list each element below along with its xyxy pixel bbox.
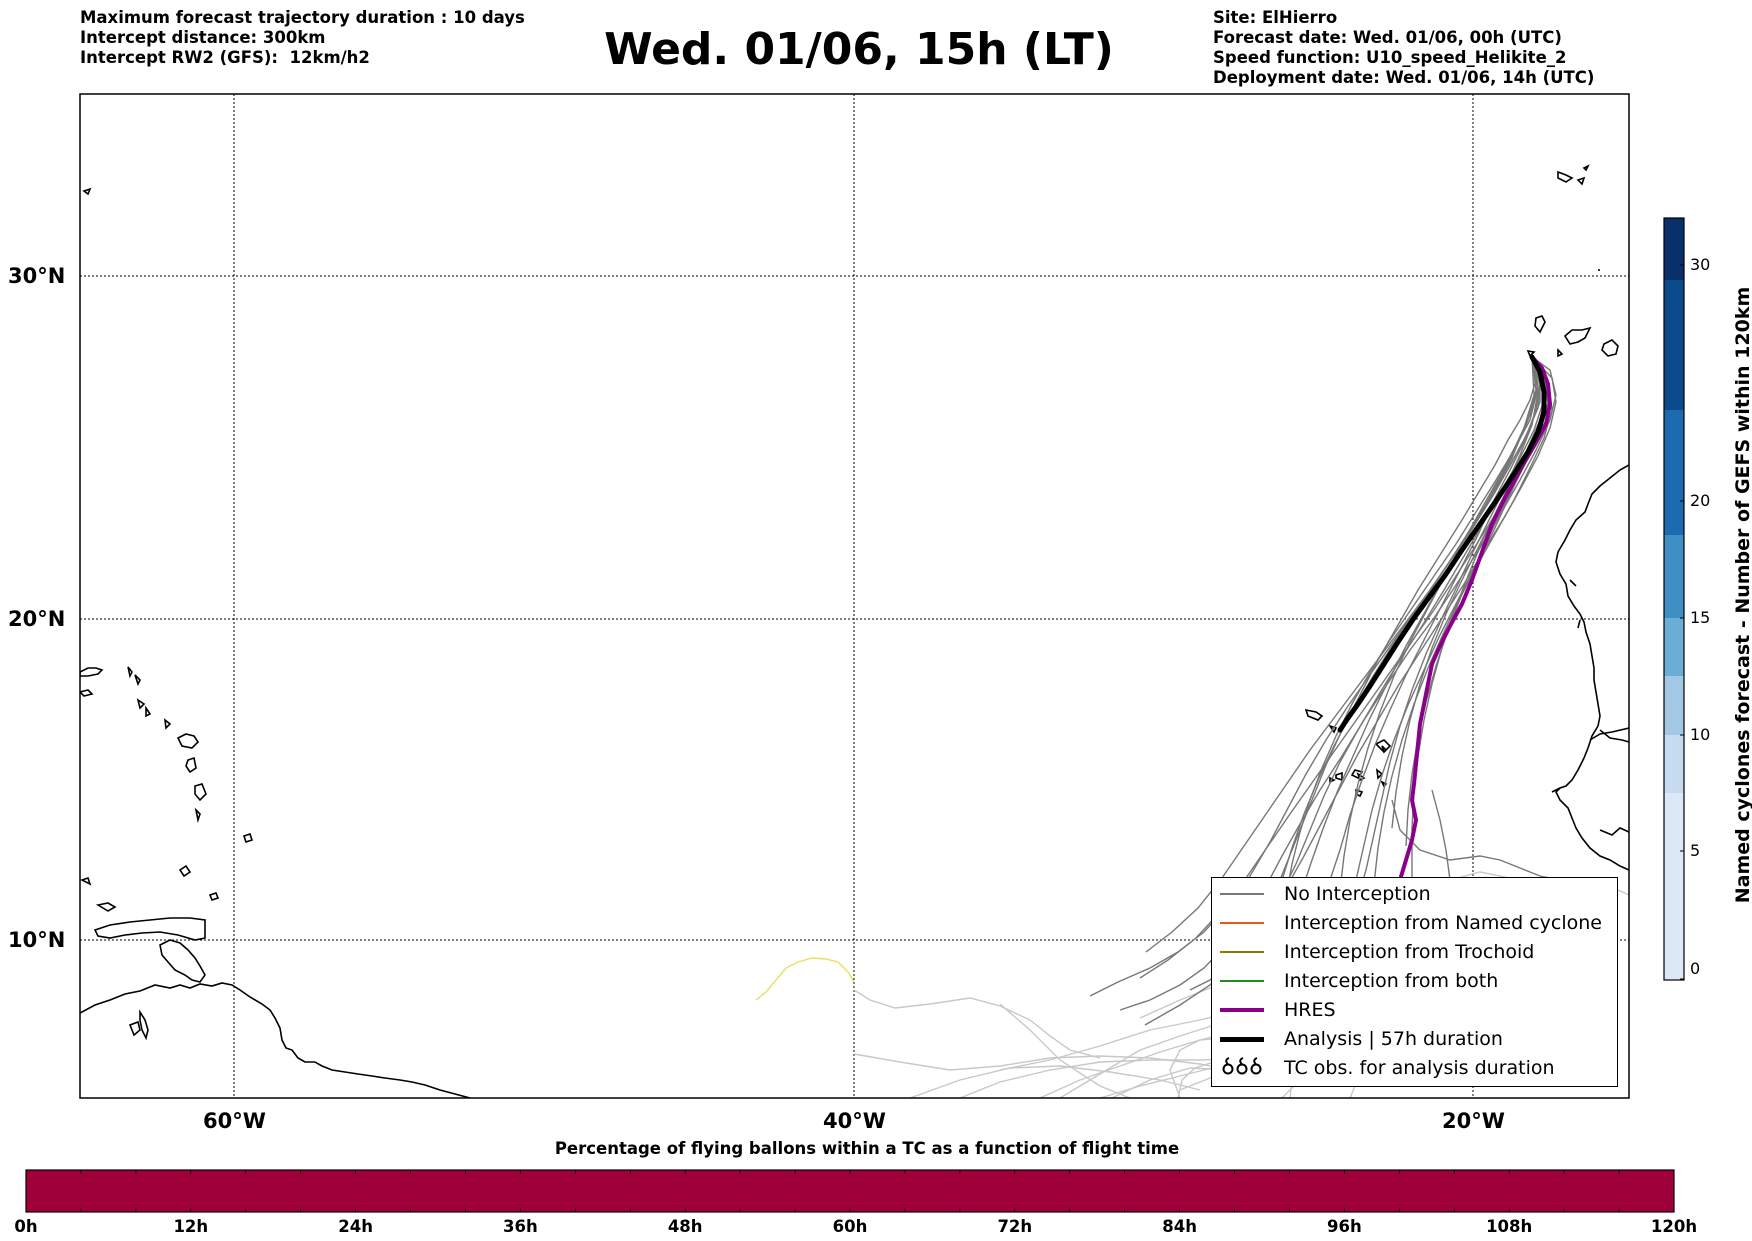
colorbar-band-3 [1664, 618, 1684, 676]
legend-label: TC obs. for analysis duration [1284, 1057, 1555, 1079]
legend-label: Interception from Named cyclone [1284, 912, 1602, 934]
colorbar-label: Named cyclones forecast - Number of GEFS… [1732, 286, 1752, 904]
venezuela-gulf [93, 917, 206, 941]
legend-label: HRES [1284, 999, 1336, 1021]
colorbar-tick-15: 15 [1690, 608, 1711, 627]
legend-item-named-cyclone: Interception from Named cyclone [1220, 910, 1602, 936]
yellow-track [755, 957, 855, 1001]
legend-item-no-interception: No Interception [1220, 881, 1431, 907]
flight-time-tick-label: 48h [667, 1217, 703, 1236]
lat-label-20n: 20°N [8, 607, 66, 631]
colorbar-band-1 [1664, 735, 1684, 793]
legend-item-analysis: Analysis | 57h duration [1220, 1026, 1503, 1052]
coastlines [80, 164, 1629, 1098]
legend-swatch [1220, 997, 1264, 1023]
hres-trajectory [1394, 355, 1552, 941]
flight-time-tick-label: 60h [832, 1217, 868, 1236]
colorbar-tick-10: 10 [1690, 725, 1711, 744]
analysis-trajectory [1337, 354, 1547, 733]
lon-label-20w: 20°W [1442, 1109, 1505, 1133]
flight-time-colorbar-fill [25, 1169, 1675, 1213]
colorbar-tick-20: 20 [1690, 491, 1711, 510]
flight-time-tick-label: 0h [14, 1217, 38, 1236]
colorbar-band-2 [1664, 676, 1684, 735]
page-title: Wed. 01/06, 15h (LT) [604, 24, 1114, 75]
africa-coast [1555, 464, 1629, 871]
legend-swatch [1220, 939, 1264, 965]
legend-swatch [1220, 1026, 1264, 1052]
cape-verde [1304, 708, 1324, 721]
flight-time-colorbar [25, 1169, 1675, 1213]
colorbar-band-5 [1664, 410, 1684, 535]
colorbar-band-0 [1664, 793, 1684, 980]
speed-function-text: Speed function: U10_speed_Helikite_2 [1213, 48, 1567, 67]
intercept-distance-text: Intercept distance: 300km [80, 28, 326, 47]
map-legend: No Interception Interception from Named … [1211, 877, 1618, 1087]
legend-label: Interception from both [1284, 970, 1499, 992]
legend-item-tc-obs: TC obs. for analysis duration [1220, 1055, 1555, 1081]
deployment-date-text: Deployment date: Wed. 01/06, 14h (UTC) [1213, 68, 1595, 87]
forecast-info: Site: ElHierro Forecast date: Wed. 01/06… [1213, 8, 1594, 88]
legend-swatch [1220, 910, 1264, 936]
legend-item-trochoid: Interception from Trochoid [1220, 939, 1534, 965]
lon-label-40w: 40°W [823, 1109, 886, 1133]
legend-label: No Interception [1284, 883, 1431, 905]
flight-time-tick-label: 72h [997, 1217, 1033, 1236]
flight-time-tick-label: 108h [1486, 1217, 1533, 1236]
canary-islands [1534, 315, 1546, 334]
legend-label: Analysis | 57h duration [1284, 1028, 1503, 1050]
colorbar-band-4 [1664, 535, 1684, 618]
lon-label-60w: 60°W [203, 1109, 266, 1133]
flight-time-tick-label: 96h [1327, 1217, 1362, 1236]
colorbar-tick-0: 0 [1690, 959, 1701, 978]
page-title-wrap: Wed. 01/06, 15h (LT) [0, 24, 1752, 75]
map-frame [79, 93, 1630, 1099]
trinidad-venezuela [159, 939, 206, 983]
max-duration-text: Maximum forecast trajectory duration : 1… [80, 8, 525, 27]
trajectory-parameters: Maximum forecast trajectory duration : 1… [80, 8, 525, 68]
colorbar-tick-5: 5 [1690, 841, 1701, 860]
flight-time-tick-label: 120h [1650, 1217, 1698, 1236]
colorbar-band-6 [1664, 280, 1684, 410]
flight-time-tick-label: 84h [1162, 1217, 1197, 1236]
named-cyclones-colorbar [1663, 217, 1685, 981]
colorbar-band-7 [1664, 218, 1684, 280]
legend-label: Interception from Trochoid [1284, 941, 1535, 963]
forecast-date-text: Forecast date: Wed. 01/06, 00h (UTC) [1213, 28, 1562, 47]
paria [139, 1009, 149, 1041]
colorbar-tick-30: 30 [1690, 255, 1711, 274]
flight-time-colorbar-title: Percentage of flying ballons within a TC… [554, 1139, 1180, 1158]
tc-obs-symbol-icon [1220, 1055, 1264, 1081]
south-america-coast [80, 982, 471, 1098]
legend-item-both: Interception from both [1220, 968, 1498, 994]
legend-swatch [1220, 881, 1264, 907]
legend-item-hres: HRES [1220, 997, 1336, 1023]
lat-label-10n: 10°N [8, 928, 66, 952]
flight-time-tick-label: 24h [338, 1217, 373, 1236]
site-text: Site: ElHierro [1213, 8, 1338, 27]
intercept-rw2-text: Intercept RW2 (GFS): 12km/h2 [80, 48, 370, 67]
flight-time-tick-label: 12h [173, 1217, 209, 1236]
flight-time-tick-label: 36h [503, 1217, 538, 1236]
flight-time-colorbar-title-wrap: Percentage of flying ballons within a TC… [0, 1139, 1752, 1158]
legend-swatch [1220, 968, 1264, 994]
lat-label-30n: 30°N [8, 264, 66, 288]
